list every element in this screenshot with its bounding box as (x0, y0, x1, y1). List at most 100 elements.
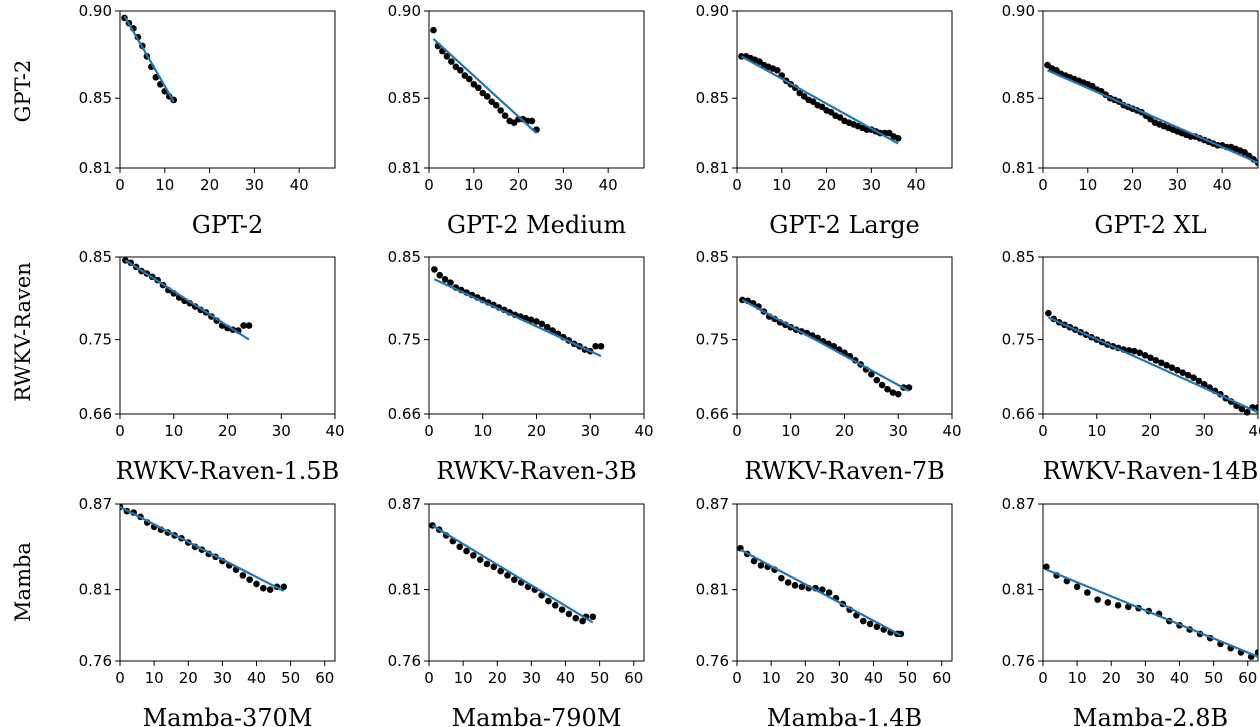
row-label-rwkv: RWKV-Raven (11, 262, 35, 402)
data-point (1254, 404, 1258, 411)
data-point (1088, 82, 1096, 90)
data-point (501, 112, 509, 119)
data-point (488, 98, 496, 106)
fit-line (120, 505, 285, 593)
x-tick-label: 60 (1238, 669, 1257, 687)
panel-title: Mamba-370M (143, 704, 313, 727)
axes-frame (119, 256, 336, 415)
y-tick-label: 0.87 (696, 495, 729, 513)
x-tick-label: 10 (164, 422, 183, 440)
data-point (1114, 602, 1122, 609)
data-point (466, 75, 473, 83)
panel-0: 0.81 0.85 0.90 0 10 20 30 40 GPT-2 (79, 2, 336, 239)
panel-3: 0.81 0.85 0.90 0 10 20 30 40 GPT-2 XL (1002, 2, 1259, 239)
data-point (447, 279, 454, 286)
y-tick-label: 0.81 (1002, 159, 1035, 177)
y-tick-label: 0.90 (1002, 2, 1035, 20)
y-tick-label: 0.90 (388, 2, 421, 20)
x-tick-label: 40 (247, 669, 266, 687)
data-points (738, 53, 902, 142)
y-tick-label: 0.81 (696, 159, 729, 177)
panel-11: 0.76 0.81 0.87 0 10 20 30 40 50 60 Mamba-2.8B (1002, 495, 1259, 727)
data-point (1141, 352, 1149, 359)
x-tick-label: 10 (473, 422, 492, 440)
data-point (1190, 374, 1197, 381)
fit-line (1047, 69, 1258, 164)
fit-line (433, 278, 602, 358)
y-tick-label: 0.75 (1002, 331, 1035, 349)
data-point (543, 323, 551, 331)
fit-line (123, 15, 175, 103)
data-point (1241, 149, 1248, 156)
y-tick-label: 0.81 (79, 581, 112, 599)
axes-frame (1042, 256, 1259, 415)
data-point (778, 574, 785, 582)
y-tick-label: 0.66 (79, 405, 112, 423)
data-point (1157, 359, 1165, 367)
y-tick-label: 0.81 (1002, 581, 1035, 599)
data-point (1163, 361, 1170, 369)
data-point (597, 342, 605, 350)
x-tick-label: 40 (864, 669, 883, 687)
data-point (836, 114, 844, 121)
data-point (825, 589, 833, 596)
panel-4: 0.66 0.75 0.85 0 10 20 30 40 RWKV-Raven-1.5B (79, 248, 345, 485)
data-point (457, 67, 464, 74)
x-tick-label: 20 (200, 176, 219, 194)
y-tick-label: 0.85 (79, 89, 112, 107)
y-tick-label: 0.75 (388, 331, 421, 349)
x-tick-label: 0 (1038, 176, 1048, 194)
data-point (589, 613, 597, 621)
x-tick-label: 10 (762, 669, 781, 687)
fit-line (739, 548, 902, 637)
x-tick-label: 20 (527, 422, 546, 440)
data-point (497, 567, 504, 575)
data-points (429, 522, 597, 625)
data-point (1168, 364, 1176, 372)
data-point (1136, 349, 1144, 357)
y-tick-label: 0.75 (696, 331, 729, 349)
data-point (884, 385, 891, 393)
data-point (476, 556, 484, 563)
fit-line (431, 524, 594, 624)
data-point (504, 572, 511, 579)
x-tick-label: 20 (835, 422, 854, 440)
data-point (246, 576, 253, 583)
x-tick-label: 10 (454, 669, 473, 687)
data-point (791, 582, 799, 589)
y-tick-label: 0.76 (696, 652, 729, 670)
x-tick-label: 30 (830, 669, 849, 687)
panel-title: GPT-2 (192, 211, 264, 239)
x-tick-label: 50 (1204, 669, 1223, 687)
y-tick-label: 0.87 (1002, 495, 1035, 513)
axes-frame (119, 503, 336, 662)
data-point (774, 67, 781, 74)
data-point (483, 93, 491, 100)
axes-frame (1042, 10, 1259, 169)
data-point (1174, 366, 1181, 374)
data-point (1084, 589, 1091, 596)
data-point (490, 563, 498, 571)
data-point (558, 606, 566, 613)
x-tick-label: 30 (862, 176, 881, 194)
panel-10: 0.76 0.81 0.87 0 10 20 30 40 50 60 Mamba-1.4B (696, 495, 953, 727)
x-tick-label: 40 (556, 669, 575, 687)
y-tick-label: 0.66 (1002, 405, 1035, 423)
data-point (756, 58, 763, 65)
x-tick-label: 50 (590, 669, 609, 687)
panels: 0.81 0.85 0.90 0 10 20 30 40 GPT-2 0.81 0.85 0.90 0 1… (79, 2, 1260, 727)
data-point (1147, 115, 1154, 123)
data-point (894, 135, 902, 142)
y-tick-label: 0.87 (388, 495, 421, 513)
data-point (1152, 356, 1160, 364)
data-point (873, 623, 881, 631)
data-point (474, 84, 482, 92)
data-point (253, 580, 260, 588)
x-tick-label: 40 (634, 422, 653, 440)
panel-2: 0.81 0.85 0.90 0 10 20 30 40 GPT-2 Large (696, 2, 953, 239)
fit-line (1047, 316, 1258, 414)
data-point (441, 276, 449, 283)
panel-7: 0.66 0.75 0.85 0 10 20 30 40 RWKV-Raven-14B (1002, 248, 1260, 485)
data-point (479, 89, 487, 97)
